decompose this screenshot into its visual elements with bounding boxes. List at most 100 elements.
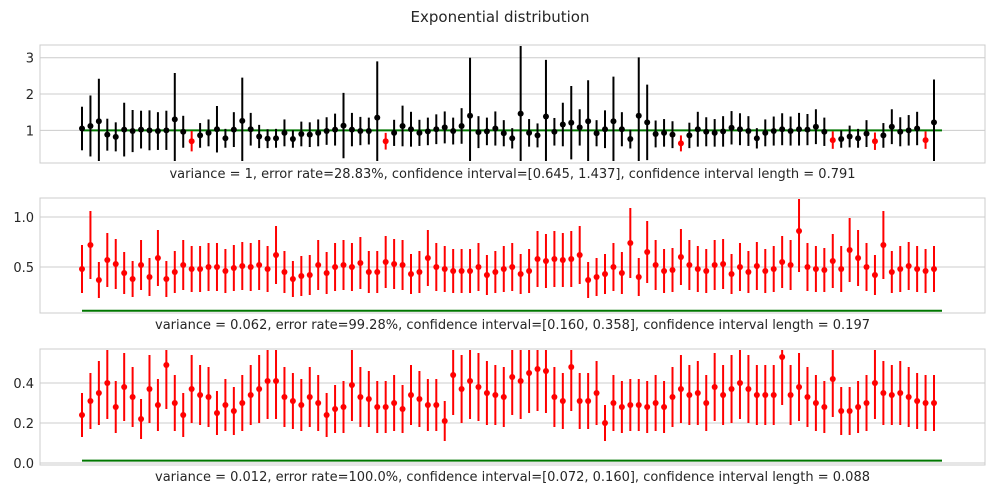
estimate-point: [146, 274, 153, 280]
estimate-point: [526, 370, 533, 376]
estimate-point: [273, 378, 280, 384]
estimate-point: [391, 129, 398, 136]
estimate-point: [568, 364, 575, 370]
estimate-point: [483, 128, 490, 135]
plot-frame: [39, 44, 986, 164]
estimate-point: [796, 228, 803, 234]
estimate-point: [264, 135, 271, 142]
estimate-point: [863, 264, 870, 270]
y-tick-label: 1.0: [13, 211, 34, 226]
estimate-point: [138, 416, 145, 422]
estimate-point: [821, 128, 828, 135]
estimate-point: [188, 138, 195, 145]
estimate-point: [846, 408, 853, 414]
estimate-point: [213, 126, 220, 133]
estimate-point: [180, 412, 187, 418]
estimate-point: [121, 384, 128, 390]
estimate-point: [846, 247, 853, 253]
estimate-point: [888, 269, 895, 275]
estimate-point: [315, 129, 322, 136]
estimate-point: [391, 400, 398, 406]
estimate-point: [146, 386, 153, 392]
estimate-point: [138, 262, 145, 268]
estimate-point: [762, 392, 769, 398]
estimate-point: [323, 128, 330, 135]
estimate-point: [197, 392, 204, 398]
estimate-point: [315, 400, 322, 406]
estimate-point: [863, 130, 870, 137]
estimate-point: [112, 133, 119, 140]
estimate-point: [129, 128, 136, 135]
estimate-point: [534, 366, 541, 372]
estimate-point: [635, 402, 642, 408]
estimate-point: [602, 271, 609, 277]
estimate-point: [888, 123, 895, 130]
estimate-point: [441, 124, 448, 131]
estimate-point: [770, 266, 777, 272]
estimate-point: [87, 398, 94, 404]
estimate-point: [247, 264, 254, 270]
estimate-point: [433, 402, 440, 408]
estimate-point: [677, 254, 684, 260]
estimate-point: [576, 398, 583, 404]
estimate-point: [475, 264, 482, 270]
estimate-point: [914, 266, 921, 272]
estimate-point: [450, 268, 457, 274]
estimate-point: [424, 255, 431, 261]
estimate-point: [281, 269, 288, 275]
estimate-point: [922, 400, 929, 406]
estimate-point: [720, 392, 727, 398]
estimate-point: [433, 264, 440, 270]
estimate-point: [382, 138, 389, 145]
estimate-point: [163, 362, 170, 368]
estimate-point: [585, 398, 592, 404]
estimate-point: [458, 122, 465, 129]
estimate-point: [880, 132, 887, 139]
estimate-point: [433, 126, 440, 133]
estimate-point: [104, 380, 111, 386]
estimate-point: [281, 129, 288, 136]
estimate-point: [289, 136, 296, 143]
estimate-point: [340, 122, 347, 129]
estimate-point: [154, 255, 161, 261]
estimate-point: [542, 113, 549, 120]
estimate-point: [239, 263, 246, 269]
estimate-point: [517, 378, 524, 384]
estimate-point: [205, 129, 212, 136]
estimate-point: [382, 404, 389, 410]
panels: 1 2 3 variance = 1, error rate=28.83%, conf…: [13, 44, 986, 485]
estimate-point: [593, 130, 600, 137]
plot-frame: [39, 197, 986, 314]
estimate-point: [871, 138, 878, 145]
estimate-point: [475, 384, 482, 390]
y-tick-label: 1: [26, 124, 34, 139]
estimate-point: [576, 252, 583, 258]
estimate-point: [736, 264, 743, 270]
estimate-point: [627, 240, 634, 246]
estimate-point: [95, 277, 102, 283]
estimate-point: [104, 257, 111, 263]
estimate-point: [720, 128, 727, 135]
estimate-point: [703, 128, 710, 135]
estimate-point: [95, 118, 102, 125]
estimate-point: [475, 129, 482, 136]
estimate-point: [855, 404, 862, 410]
y-tick-label: 0.5: [13, 261, 34, 276]
estimate-point: [542, 368, 549, 374]
estimate-point: [357, 128, 364, 135]
chart-panel-1: 1 2 3 variance = 1, error rate=28.83%, conf…: [26, 44, 986, 182]
estimate-point: [753, 263, 760, 269]
estimate-point: [458, 268, 465, 274]
estimate-point: [686, 132, 693, 139]
estimate-point: [264, 378, 271, 384]
estimate-point: [610, 400, 617, 406]
estimate-point: [838, 136, 845, 143]
estimate-point: [256, 386, 263, 392]
estimate-point: [79, 266, 85, 272]
estimate-point: [79, 125, 85, 132]
estimate-point: [804, 264, 811, 270]
estimate-point: [661, 404, 668, 410]
estimate-point: [323, 270, 330, 276]
estimate-point: [399, 122, 406, 129]
estimate-point: [635, 274, 642, 280]
